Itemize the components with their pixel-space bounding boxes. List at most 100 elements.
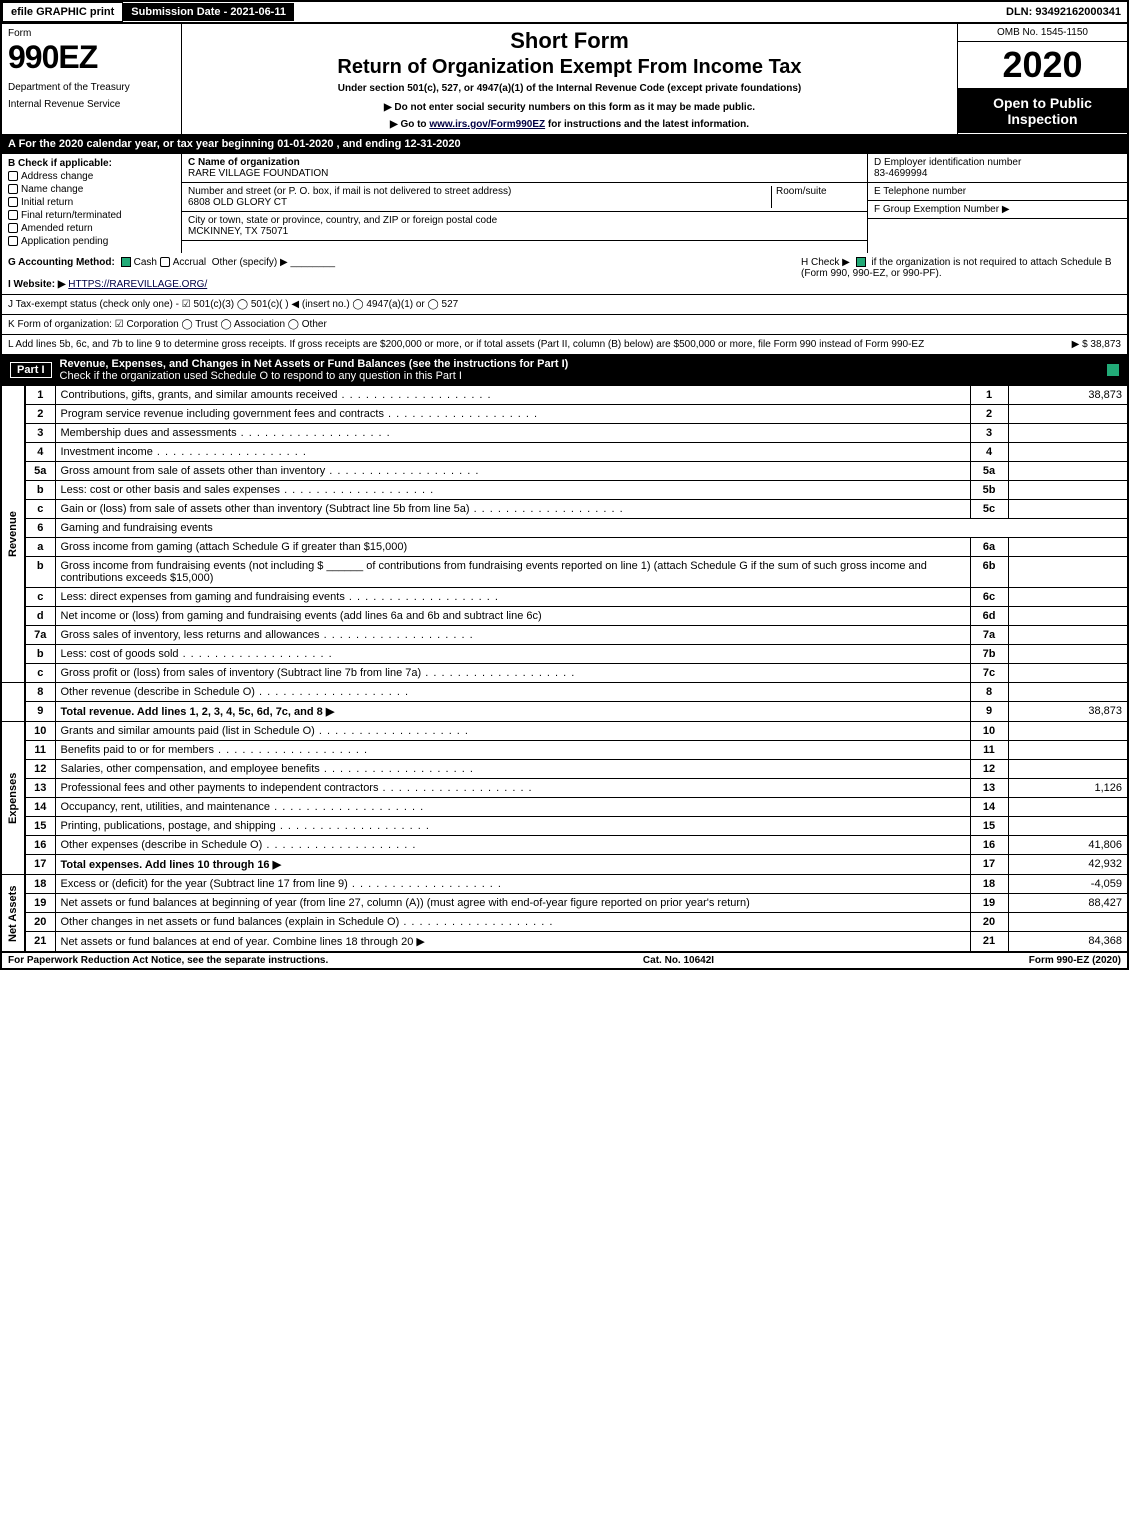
chk-initial-return[interactable] xyxy=(8,197,18,207)
dln-label: DLN: 93492162000341 xyxy=(1000,3,1127,21)
lbl-initial-return: Initial return xyxy=(21,197,73,208)
line-amt xyxy=(1008,913,1128,932)
table-row: Expenses 10Grants and similar amounts pa… xyxy=(1,722,1128,741)
line-no: 15 xyxy=(25,817,55,836)
table-row: 19Net assets or fund balances at beginni… xyxy=(1,894,1128,913)
form-number: 990EZ xyxy=(8,39,175,76)
row-j: J Tax-exempt status (check only one) - ☑… xyxy=(0,295,1129,315)
line-desc: Total expenses. Add lines 10 through 16 … xyxy=(55,855,970,875)
line-amt xyxy=(1008,607,1128,626)
line-rn: 12 xyxy=(970,760,1008,779)
sub-no: 5a xyxy=(970,462,1008,481)
line-no: 14 xyxy=(25,798,55,817)
side-revenue: Revenue xyxy=(1,386,25,683)
chk-schedule-o[interactable] xyxy=(1107,364,1119,376)
chk-cash[interactable] xyxy=(121,257,131,267)
l-text: L Add lines 5b, 6c, and 7b to line 9 to … xyxy=(8,339,1072,350)
line-amt xyxy=(1008,405,1128,424)
chk-address-change[interactable] xyxy=(8,171,18,181)
line-no: 8 xyxy=(25,683,55,702)
line-amt: 42,932 xyxy=(1008,855,1128,875)
website-link[interactable]: HTTPS://RAREVILLAGE.ORG/ xyxy=(68,279,207,290)
line-rn: 2 xyxy=(970,405,1008,424)
line-desc: Investment income xyxy=(55,443,970,462)
line-rn: 7c xyxy=(970,664,1008,683)
under-section: Under section 501(c), 527, or 4947(a)(1)… xyxy=(190,83,949,94)
line-desc: Membership dues and assessments xyxy=(55,424,970,443)
h-txt2: if the organization is not required to a… xyxy=(871,257,1111,268)
table-row: bLess: cost or other basis and sales exp… xyxy=(1,481,1128,500)
footer-left: For Paperwork Reduction Act Notice, see … xyxy=(8,955,328,966)
ssn-warning: ▶ Do not enter social security numbers o… xyxy=(190,102,949,113)
form-word: Form xyxy=(8,28,175,39)
line-no: 3 xyxy=(25,424,55,443)
line-no: c xyxy=(25,664,55,683)
room-suite-label: Room/suite xyxy=(771,186,861,208)
line-rn: 18 xyxy=(970,875,1008,894)
addr-label: Number and street (or P. O. box, if mail… xyxy=(188,186,511,197)
line-rn: 5c xyxy=(970,500,1008,519)
irs-link[interactable]: www.irs.gov/Form990EZ xyxy=(429,119,545,130)
table-row: 16Other expenses (describe in Schedule O… xyxy=(1,836,1128,855)
chk-name-change[interactable] xyxy=(8,184,18,194)
line-rn: 3 xyxy=(970,424,1008,443)
line-amt xyxy=(1008,424,1128,443)
line-no: 11 xyxy=(25,741,55,760)
goto-post: for instructions and the latest informat… xyxy=(548,119,749,130)
line-no: 7a xyxy=(25,626,55,645)
section-b: B Check if applicable: Address change Na… xyxy=(2,154,182,253)
row-g-h: G Accounting Method: Cash Accrual Other … xyxy=(0,253,1129,295)
line-no: 19 xyxy=(25,894,55,913)
chk-final-return[interactable] xyxy=(8,210,18,220)
line-desc: Gross income from fundraising events (no… xyxy=(55,557,970,588)
table-row: 4Investment income4 xyxy=(1,443,1128,462)
line-rn: 16 xyxy=(970,836,1008,855)
section-c: C Name of organization RARE VILLAGE FOUN… xyxy=(182,154,867,253)
chk-schedule-b[interactable] xyxy=(856,257,866,267)
return-title: Return of Organization Exempt From Incom… xyxy=(190,56,949,79)
line-desc: Less: cost of goods sold xyxy=(55,645,970,664)
j-text: J Tax-exempt status (check only one) - ☑… xyxy=(8,299,458,310)
row-l: L Add lines 5b, 6c, and 7b to line 9 to … xyxy=(0,335,1129,355)
submission-date-button[interactable]: Submission Date - 2021-06-11 xyxy=(123,3,295,21)
f-label: F Group Exemption Number ▶ xyxy=(874,204,1010,215)
line-desc: Printing, publications, postage, and shi… xyxy=(55,817,970,836)
line-no: d xyxy=(25,607,55,626)
sub-amt xyxy=(1008,462,1128,481)
part-i-header: Part I Revenue, Expenses, and Changes in… xyxy=(0,355,1129,385)
line-amt xyxy=(1008,443,1128,462)
lbl-cash: Cash xyxy=(134,257,157,268)
info-grid: B Check if applicable: Address change Na… xyxy=(0,154,1129,253)
chk-accrual[interactable] xyxy=(160,257,170,267)
sub-amt xyxy=(1008,557,1128,588)
line-desc: Gross profit or (loss) from sales of inv… xyxy=(55,664,970,683)
line-desc: Net assets or fund balances at beginning… xyxy=(55,894,970,913)
tax-year: 2020 xyxy=(958,42,1127,89)
line-desc: Professional fees and other payments to … xyxy=(55,779,970,798)
form-header: Form 990EZ Department of the Treasury In… xyxy=(0,22,1129,136)
sub-no: 6c xyxy=(970,588,1008,607)
line-rn: 11 xyxy=(970,741,1008,760)
chk-application-pending[interactable] xyxy=(8,236,18,246)
table-row: 17Total expenses. Add lines 10 through 1… xyxy=(1,855,1128,875)
line-no: 16 xyxy=(25,836,55,855)
lbl-final-return: Final return/terminated xyxy=(21,210,122,221)
l-amount: ▶ $ 38,873 xyxy=(1072,339,1121,350)
line-no: b xyxy=(25,481,55,500)
line-desc: Gross amount from sale of assets other t… xyxy=(55,462,970,481)
side-net-assets: Net Assets xyxy=(1,875,25,952)
dept-irs: Internal Revenue Service xyxy=(8,99,175,110)
line-amt xyxy=(1008,664,1128,683)
line-no: 9 xyxy=(25,702,55,722)
h-check-pre: H Check ▶ xyxy=(801,257,850,268)
line-desc: Benefits paid to or for members xyxy=(55,741,970,760)
part-i-sub: Check if the organization used Schedule … xyxy=(60,370,462,382)
line-amt xyxy=(1008,798,1128,817)
line-no: 18 xyxy=(25,875,55,894)
chk-amended-return[interactable] xyxy=(8,223,18,233)
goto-pre: ▶ Go to xyxy=(390,119,429,130)
efile-print-button[interactable]: efile GRAPHIC print xyxy=(2,2,123,22)
line-desc: Gross income from gaming (attach Schedul… xyxy=(55,538,970,557)
line-no: 20 xyxy=(25,913,55,932)
line-no: b xyxy=(25,557,55,588)
